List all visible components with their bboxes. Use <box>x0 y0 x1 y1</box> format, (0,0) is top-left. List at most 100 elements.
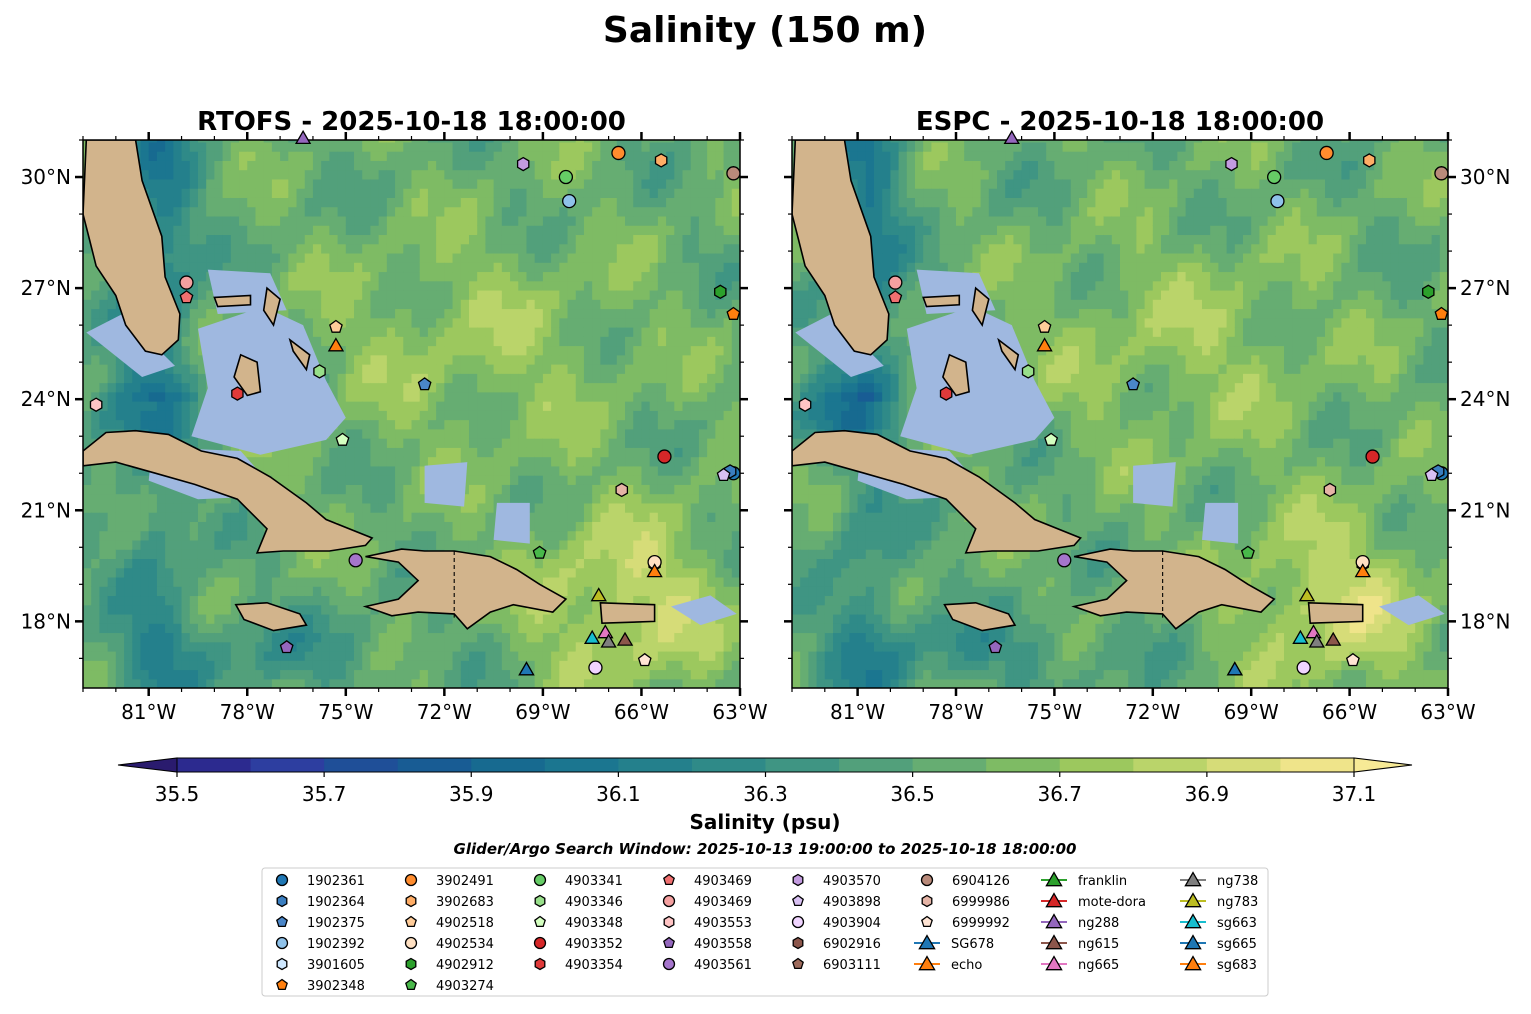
marker-4903904 <box>1296 660 1311 675</box>
marker-4903346 <box>1021 364 1035 379</box>
marker-4903348 <box>335 432 350 446</box>
marker-ng615 <box>1325 631 1342 646</box>
x-tick-label: 81°W <box>830 700 885 724</box>
marker-6999992 <box>637 652 652 667</box>
marker-1902392 <box>562 193 577 209</box>
marker-4903561 <box>348 553 363 568</box>
legend-label: 4903346 <box>565 895 623 910</box>
colorbar-tick-label: 36.3 <box>743 782 788 806</box>
legend-label: 4903274 <box>436 979 494 994</box>
marker-echo <box>327 337 345 352</box>
marker-6904126 <box>1434 166 1449 181</box>
marker-4903352 <box>1365 449 1380 464</box>
marker-3902683 <box>1363 153 1376 168</box>
legend-marker-sg663 <box>1184 913 1202 929</box>
legend-label: 6904126 <box>952 874 1010 889</box>
marker-4903274 <box>1240 545 1255 559</box>
marker-6999986 <box>1323 482 1337 498</box>
legend-label: 3902348 <box>307 979 365 994</box>
y-tick-label: 30°N <box>21 165 71 189</box>
marker-4903553 <box>89 397 103 412</box>
colorbar-bin <box>618 758 693 772</box>
marker-4903570 <box>516 156 530 172</box>
legend-marker-6904126 <box>920 873 934 887</box>
legend-marker-SG678 <box>918 934 936 950</box>
colorbar-bin <box>912 758 987 772</box>
legend-label: 4903558 <box>694 937 752 952</box>
search-window-text: Glider/Argo Search Window: 2025-10-13 19… <box>454 840 1077 858</box>
y-tick-label: 27°N <box>21 276 71 300</box>
colorbar-bin <box>986 758 1061 772</box>
legend-label: 4903898 <box>823 895 881 910</box>
legend-marker-ng783 <box>1184 892 1202 908</box>
legend-label: 4903561 <box>694 958 752 973</box>
colorbar-extend-high <box>1353 757 1413 773</box>
legend-marker-1902364 <box>276 894 288 908</box>
x-tick-label: 75°W <box>318 700 373 724</box>
marker-4903558 <box>279 639 294 654</box>
legend-label: ng665 <box>1078 958 1119 973</box>
legend-marker-4903352 <box>533 936 547 950</box>
colorbar-tick-label: 36.1 <box>596 782 641 806</box>
legend-marker-6999986 <box>921 894 933 908</box>
legend-label: sg663 <box>1217 916 1257 931</box>
legend-marker-4903561 <box>662 957 676 971</box>
legend-marker-4903348 <box>534 915 546 928</box>
colorbar-bin <box>397 758 472 772</box>
legend-label: echo <box>951 958 982 973</box>
marker-6904126 <box>726 166 741 181</box>
legend-label: ng738 <box>1217 874 1258 889</box>
panel-title: RTOFS - 2025-10-18 18:00:00 <box>197 107 626 137</box>
marker-6999992 <box>1345 652 1360 667</box>
colorbar-bin <box>1280 758 1355 772</box>
marker-4903558 <box>988 639 1003 654</box>
colorbar-label: Salinity (psu) <box>689 810 840 834</box>
legend-marker-echo <box>918 955 936 971</box>
colorbar-tick-label: 36.9 <box>1185 782 1230 806</box>
legend-marker-ng738 <box>1184 871 1202 887</box>
legend-label: 4903904 <box>823 916 881 931</box>
marker-4903898 <box>716 467 731 482</box>
x-tick-label: 75°W <box>1027 700 1082 724</box>
legend-label: 1902361 <box>307 874 365 889</box>
marker-1902375 <box>417 377 432 391</box>
legend-marker-4903553 <box>663 915 675 929</box>
marker-sg683 <box>1354 563 1371 578</box>
colorbar-bin <box>839 758 914 772</box>
float-markers <box>798 129 1449 676</box>
marker-ng738 <box>600 633 617 648</box>
colorbar-tick-label: 35.7 <box>302 782 347 806</box>
marker-1902392 <box>1270 193 1285 209</box>
legend-marker-6999992 <box>921 915 933 928</box>
marker-3902348 <box>726 306 741 320</box>
marker-4903561 <box>1057 553 1072 568</box>
legend-label: 1902364 <box>307 895 365 910</box>
marker-4902518 <box>1037 319 1052 333</box>
legend-label: 4902518 <box>436 916 494 931</box>
legend-label: SG678 <box>951 937 994 952</box>
legend-marker-4903898 <box>792 894 804 907</box>
colorbar-tick-label: 36.7 <box>1037 782 1082 806</box>
y-tick-label: 27°N <box>1460 276 1510 300</box>
colorbar-bin <box>544 758 619 772</box>
legend-marker-ng665 <box>1045 955 1063 971</box>
marker-4902518 <box>329 319 343 333</box>
legend-marker-3901605 <box>276 957 288 971</box>
colorbar-tick-label: 35.9 <box>449 782 494 806</box>
marker-4903904 <box>588 660 603 675</box>
colorbar-bin <box>324 758 399 772</box>
espc-panel: ESPC - 2025-10-18 18:00:00 81°W 78°W 75°W 72… <box>784 107 1510 724</box>
colorbar-tick-label: 37.1 <box>1332 782 1377 806</box>
legend-frame <box>261 867 1269 997</box>
colorbar-bin <box>250 758 325 772</box>
legend-marker-4903346 <box>534 894 546 908</box>
marker-3902491 <box>611 145 626 161</box>
legend-label: 4903348 <box>565 916 623 931</box>
marker-ng288 <box>294 129 312 145</box>
marker-ng783 <box>1298 587 1316 602</box>
marker-ng615 <box>616 631 634 646</box>
legend-label: sg665 <box>1217 937 1257 952</box>
x-tick-label: 69°W <box>1224 700 1279 724</box>
marker-ng738 <box>1308 633 1325 648</box>
legend-label: 1902375 <box>307 916 365 931</box>
